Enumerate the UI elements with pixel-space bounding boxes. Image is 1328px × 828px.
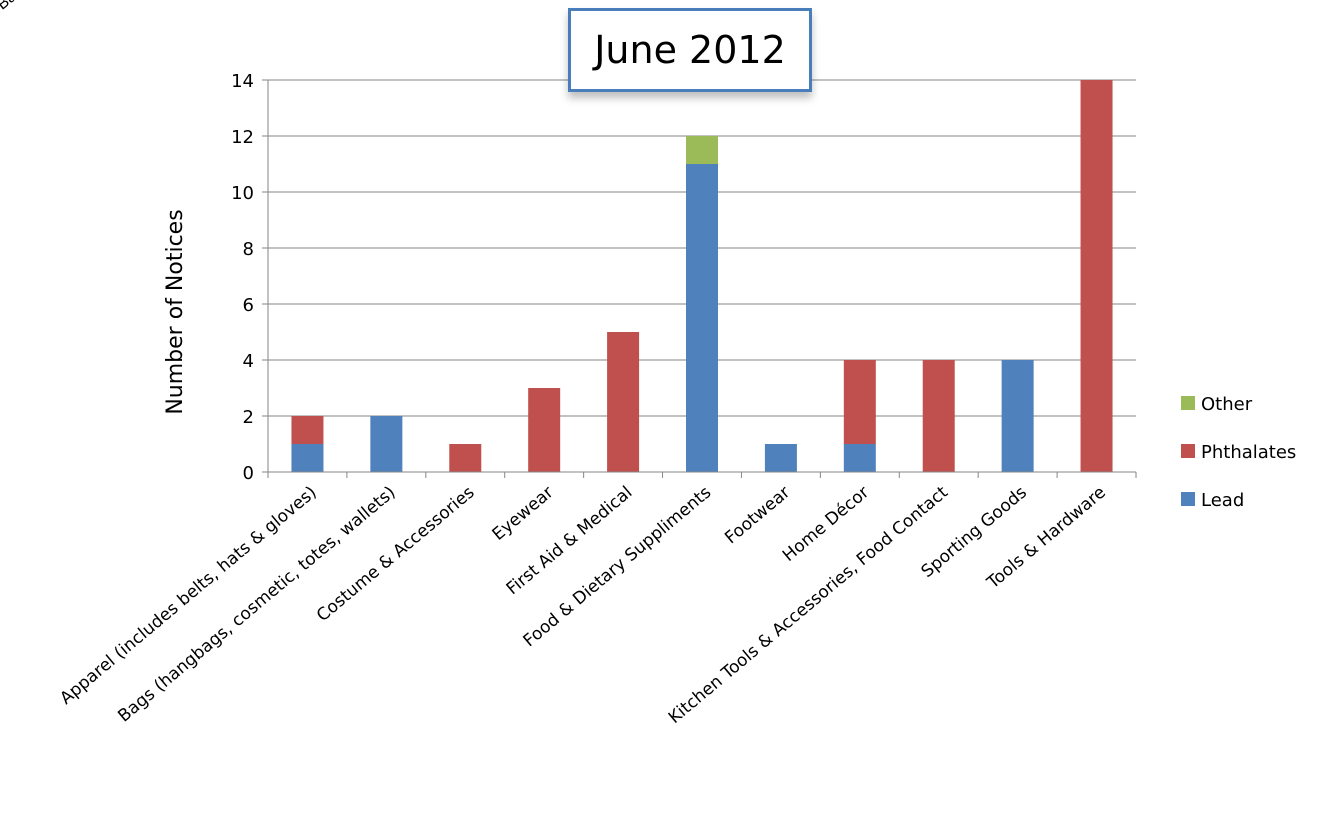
bar-segment-lead — [686, 164, 718, 472]
bar-segment-phthalates — [607, 332, 640, 472]
x-tick-label: Footwear — [721, 483, 794, 549]
legend-label-lead: Lead — [1201, 490, 1244, 511]
chart-title: June 2012 — [594, 28, 786, 72]
bar-segment-phthalates — [449, 444, 482, 472]
y-tick-labels: 0 2 4 6 8 10 12 14 — [231, 71, 254, 484]
y-tick-label: 0 — [243, 463, 254, 484]
y-tick-label: 8 — [243, 239, 254, 260]
y-tick-label: 12 — [231, 127, 254, 148]
x-tick-label: Costume & Accessories — [313, 482, 479, 626]
legend-swatch-lead — [1181, 492, 1195, 506]
bar-segment-lead — [370, 416, 403, 472]
y-tick-label: 10 — [231, 183, 254, 204]
legend: Other Phthalates Lead — [1181, 394, 1296, 511]
x-tick-label: Eyewear — [489, 483, 558, 545]
x-tick-label: Kitchen Tools & Accessories, Food Contac… — [665, 482, 952, 728]
bar-segment-lead — [764, 444, 797, 472]
bar-segment-lead — [291, 444, 324, 472]
bar-segment-phthalates — [1080, 80, 1113, 472]
legend-label-other: Other — [1201, 394, 1253, 415]
bars — [291, 80, 1113, 472]
bar-segment-phthalates — [922, 360, 955, 472]
bar-segment-phthalates — [291, 416, 324, 444]
x-tick-labels: Apparel (includes belts, hats & gloves)B… — [56, 482, 1109, 728]
legend-label-phthalates: Phthalates — [1201, 442, 1296, 463]
y-axis-label: Number of Notices — [163, 209, 188, 414]
y-tick-label: 6 — [243, 295, 254, 316]
legend-swatch-phthalates — [1181, 444, 1195, 458]
bar-segment-lead — [1001, 360, 1034, 472]
y-tick-label: 4 — [243, 351, 254, 372]
x-tick-label: Bags (hangbags, cosmetic, totes, wallets… — [114, 483, 399, 727]
bar-segment-lead — [843, 444, 876, 472]
y-tick-label: 14 — [231, 71, 254, 92]
legend-swatch-other — [1181, 396, 1195, 410]
y-tick-label: 2 — [243, 407, 254, 428]
bar-segment-phthalates — [528, 388, 561, 472]
chart-title-box: June 2012 — [568, 8, 812, 92]
axes — [262, 79, 1137, 478]
bar-segment-phthalates — [843, 360, 876, 444]
bar-segment-other — [686, 136, 718, 164]
